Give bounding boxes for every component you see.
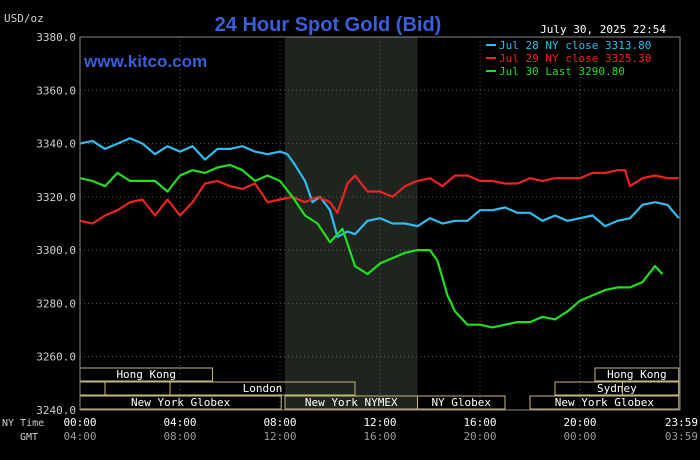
x-tick-label-ny: 04:00 <box>163 416 196 429</box>
series-line-jul30 <box>79 163 664 329</box>
y-tick-label: 3380.0 <box>36 31 76 44</box>
y-tick-label: 3300.0 <box>36 244 76 257</box>
legend-label-jul29: Jul 29 NY close 3325.30 <box>499 52 651 65</box>
session-bar <box>529 395 680 410</box>
y-tick-label: 3260.0 <box>36 351 76 364</box>
x-tick-label-ny: 00:00 <box>63 416 96 429</box>
y-axis-ticks: 3380.0 3360.0 3340.0 3320.0 3300.0 3280.0 3260… <box>36 31 76 417</box>
session-bar <box>169 381 356 396</box>
legend-label-jul28: Jul 28 NY close 3313.80 <box>499 39 651 52</box>
y-tick-label: 3320.0 <box>36 191 76 204</box>
session-bar <box>622 381 680 396</box>
y-tick-label: 3280.0 <box>36 297 76 310</box>
chart-title: 24 Hour Spot Gold (Bid) <box>215 14 442 36</box>
x-axis-ticks: 00:0004:0004:0008:0008:0012:0012:0016:00… <box>63 416 698 443</box>
x-tick-label-gmt: 03:59 <box>665 430 698 443</box>
session-label: New York NYMEX <box>305 396 398 409</box>
legend-label-jul30: Jul 30 Last 3290.80 <box>499 65 625 78</box>
x-tick-label-gmt: 00:00 <box>563 430 596 443</box>
x-tick-label-ny: 08:00 <box>263 416 296 429</box>
timestamp: July 30, 2025 22:54 <box>540 23 666 36</box>
session-label: Sydney <box>597 382 637 395</box>
y-axis-label: USD/oz <box>4 12 44 25</box>
y-tick-label: 3240.0 <box>36 404 76 417</box>
x-tick-label-gmt: 04:00 <box>63 430 96 443</box>
x-tick-label-gmt: 16:00 <box>363 430 396 443</box>
y-tick-label: 3340.0 <box>36 138 76 151</box>
ny-time-row-label: NY Time <box>2 418 44 429</box>
x-tick-label-gmt: 12:00 <box>263 430 296 443</box>
x-tick-label-ny: 16:00 <box>463 416 496 429</box>
series-line-jul28 <box>79 137 680 238</box>
x-tick-label-ny: 12:00 <box>363 416 396 429</box>
legend: Jul 28 NY close 3313.80 Jul 29 NY close … <box>486 39 651 78</box>
session-label: Hong Kong <box>116 368 176 381</box>
y-tick-label: 3360.0 <box>36 84 76 97</box>
watermark: www.kitco.com <box>83 52 207 71</box>
gmt-row-label: GMT <box>20 432 38 443</box>
session-label: London <box>243 382 283 395</box>
plot-border <box>79 36 681 411</box>
session-label: New York Globex <box>555 396 655 409</box>
x-tick-label-gmt: 20:00 <box>463 430 496 443</box>
session-label: NY Globex <box>431 396 491 409</box>
session-label: New York Globex <box>131 396 231 409</box>
x-tick-label-ny: 23:59 <box>665 416 698 429</box>
price-lines <box>79 137 680 329</box>
session-bar <box>594 367 680 382</box>
x-tick-label-ny: 20:00 <box>563 416 596 429</box>
x-tick-label-gmt: 08:00 <box>163 430 196 443</box>
session-label: Hong Kong <box>607 368 667 381</box>
series-line-jul29 <box>79 169 679 225</box>
session-bar <box>417 395 506 410</box>
